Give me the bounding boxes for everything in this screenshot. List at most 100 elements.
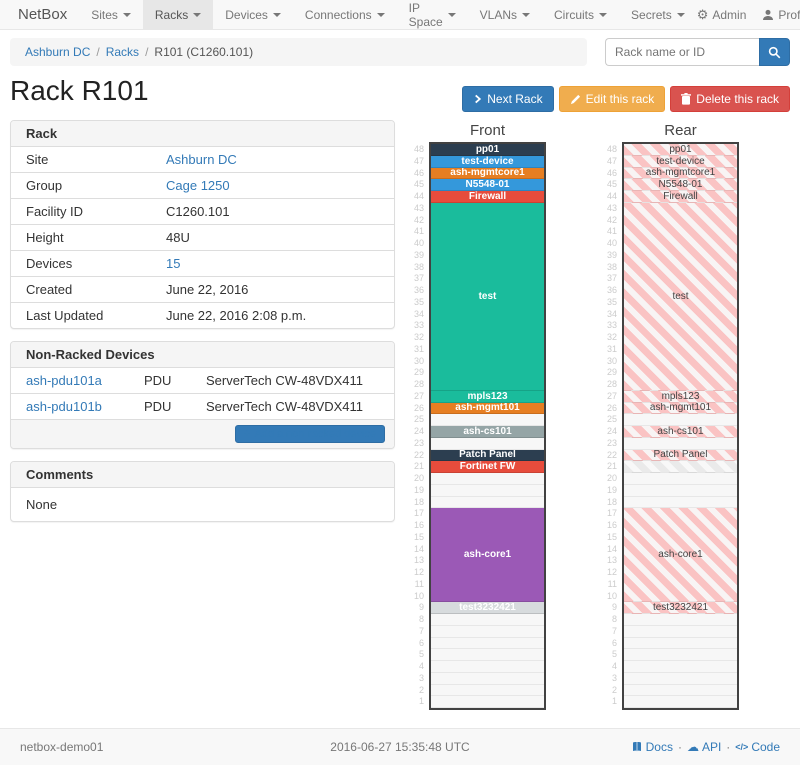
unit-number: 6 [611, 637, 617, 648]
next-rack-button[interactable]: Next Rack [462, 86, 554, 112]
docs-link[interactable]: Docs [631, 740, 673, 754]
device-link[interactable]: ash-pdu101a [26, 373, 102, 388]
device-slot[interactable]: test-device [431, 155, 544, 168]
device-label: mpls123 [661, 390, 700, 402]
device-slot[interactable]: ash-cs101 [431, 426, 544, 438]
device-slot[interactable]: ash-core1 [431, 508, 544, 603]
cloud-icon: ☁ [686, 740, 699, 754]
device-slot[interactable]: Fortinet FW [431, 461, 544, 473]
device-slot[interactable]: test [431, 202, 544, 391]
device-slot[interactable]: ash-mgmtcore1 [431, 167, 544, 180]
device-slot[interactable]: test [624, 202, 737, 391]
device-slot[interactable]: test-device [624, 155, 737, 168]
delete-rack-button[interactable]: Delete this rack [670, 86, 790, 112]
nav-item-sites[interactable]: Sites [79, 0, 143, 29]
device-label: test-device [461, 155, 514, 167]
unit-number: 33 [606, 320, 617, 331]
gear-icon: ⚙ [696, 7, 709, 22]
unit-number: 44 [413, 191, 424, 201]
unit-number: 42 [606, 214, 617, 225]
search-button[interactable] [759, 38, 790, 66]
breadcrumb-site-link[interactable]: Ashburn DC [25, 45, 91, 59]
group-link[interactable]: Cage 1250 [166, 178, 230, 193]
device-label: mpls123 [467, 390, 508, 402]
api-link[interactable]: ☁ API [686, 740, 722, 754]
table-row: Height 48U [11, 224, 394, 251]
unit-number: 41 [606, 226, 617, 237]
site-link[interactable]: Ashburn DC [166, 152, 237, 167]
device-slot[interactable]: N5548-01 [431, 179, 544, 191]
device-label: test-device [656, 155, 705, 167]
device-slot[interactable]: ash-cs101 [624, 426, 737, 438]
caret-down-icon [122, 12, 131, 17]
empty-unit [624, 684, 737, 697]
device-slot[interactable]: N5548-01 [624, 179, 737, 191]
empty-unit [431, 672, 544, 685]
device-slot[interactable]: ash-mgmt101 [431, 402, 544, 415]
unit-number: 8 [611, 614, 617, 624]
unit-number: 23 [413, 437, 424, 448]
empty-unit [431, 625, 544, 638]
unit-number: 39 [606, 249, 617, 260]
nav-item-ip-space[interactable]: IP Space [397, 0, 468, 29]
profile-link[interactable]: Profile [762, 8, 800, 22]
nonracked-devices-table: ash-pdu101a PDU ServerTech CW-48VDX411 ash… [11, 368, 394, 419]
book-icon [632, 742, 641, 752]
unit-number: 26 [606, 402, 617, 413]
device-label: ash-mgmt101 [455, 402, 520, 414]
nav-item-vlans[interactable]: VLANs [468, 0, 542, 29]
code-link[interactable]: </> Code [735, 740, 780, 754]
device-slot[interactable]: ash-mgmt101 [624, 402, 737, 415]
empty-unit [431, 649, 544, 661]
search-input[interactable] [605, 38, 759, 66]
devices-count-link[interactable]: 15 [166, 256, 181, 271]
device-slot[interactable]: test3232421 [431, 602, 544, 614]
unit-number: 17 [606, 508, 617, 519]
nav-item-connections[interactable]: Connections [293, 0, 397, 29]
nav-item-secrets[interactable]: Secrets [619, 0, 697, 29]
device-slot[interactable]: pp01 [624, 144, 737, 156]
action-buttons: Next Rack Edit this rack Delete this rac… [462, 86, 790, 112]
footer: netbox-demo01 2016-06-27 15:35:48 UTC Do… [0, 728, 800, 765]
add-nonracked-device-button[interactable]: + Add a non-racked device [234, 425, 385, 443]
device-label: Firewall [663, 191, 698, 202]
device-slot[interactable]: ash-core1 [624, 508, 737, 603]
unit-number: 48 [606, 144, 617, 154]
admin-link[interactable]: ⚙ Admin [696, 7, 747, 22]
unit-number: 38 [606, 261, 617, 272]
unit-number: 1 [418, 696, 424, 707]
device-slot[interactable]: mpls123 [431, 390, 544, 403]
unit-number: 43 [413, 202, 424, 213]
brand-logo[interactable]: NetBox [18, 6, 68, 23]
unit-number: 41 [413, 226, 424, 237]
breadcrumb-racks-link[interactable]: Racks [105, 45, 140, 59]
device-slot[interactable]: test3232421 [624, 602, 737, 614]
device-slot[interactable]: Firewall [624, 191, 737, 203]
nonracked-devices-panel: Non-Racked Devices ash-pdu101a PDU ServerT… [10, 341, 395, 449]
device-slot[interactable]: Patch Panel [624, 449, 737, 462]
empty-unit [431, 437, 544, 450]
unit-number: 27 [606, 390, 617, 401]
footer-links: Docs · ☁ API · </> Code [631, 740, 780, 754]
rear-rack-body: pp01 test-device ash-mgmtcore1 N5548-01 Fire… [622, 142, 739, 710]
unit-number: 34 [413, 308, 424, 319]
unit-number: 11 [607, 578, 617, 589]
unit-number: 44 [606, 191, 617, 201]
device-slot[interactable]: Firewall [431, 191, 544, 203]
device-link[interactable]: ash-pdu101b [26, 399, 102, 414]
empty-unit [431, 684, 544, 697]
caret-down-icon [676, 12, 685, 17]
edit-rack-button[interactable]: Edit this rack [558, 86, 666, 112]
footer-hostname: netbox-demo01 [20, 740, 104, 754]
device-type: PDU [129, 393, 191, 419]
table-row: Devices 15 [11, 250, 394, 277]
nav-item-racks[interactable]: Racks [142, 0, 214, 29]
device-slot[interactable]: ash-mgmtcore1 [624, 167, 737, 180]
device-slot[interactable]: pp01 [431, 144, 544, 156]
unit-number: 14 [606, 543, 617, 554]
device-slot[interactable]: Patch Panel [431, 449, 544, 462]
nav-item-devices[interactable]: Devices [213, 0, 293, 29]
device-label: Firewall [468, 191, 507, 202]
nav-item-circuits[interactable]: Circuits [542, 0, 619, 29]
device-slot[interactable]: mpls123 [624, 390, 737, 403]
